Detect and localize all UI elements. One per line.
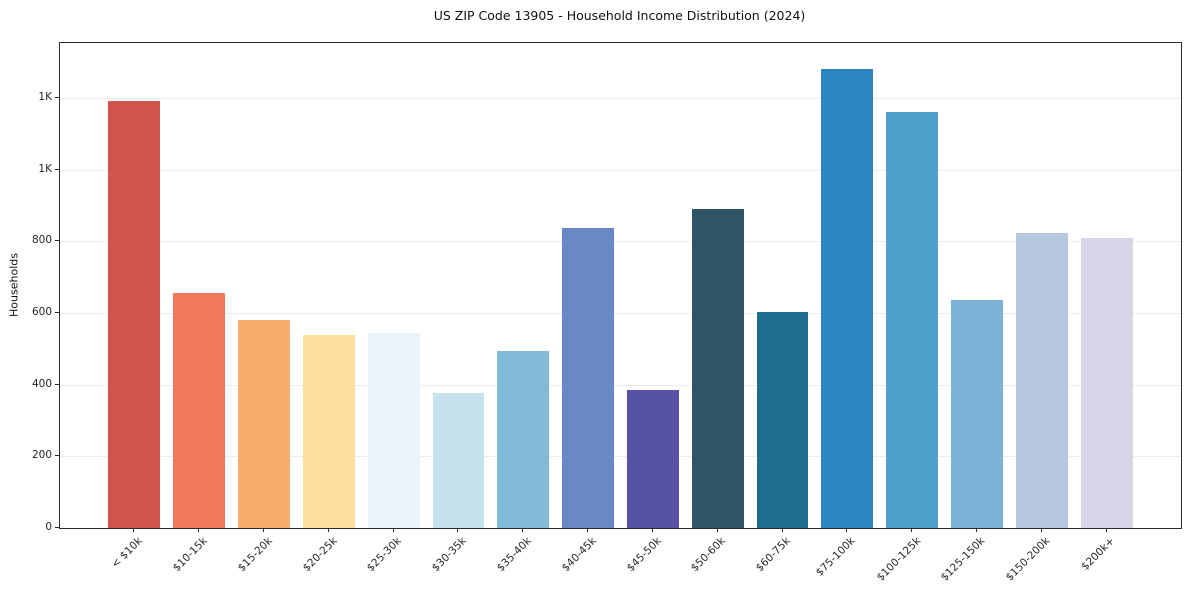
x-tick-label: $35-40k (494, 535, 534, 575)
bar-$100-125k (886, 112, 939, 528)
gridline (60, 97, 1181, 99)
bar-$75-100k (821, 69, 874, 528)
y-tick-label: 800 (31, 234, 52, 247)
y-tick-label: 400 (31, 377, 52, 390)
gridline (60, 312, 1181, 314)
bar-$40-45k (562, 227, 614, 528)
chart-title: US ZIP Code 13905 - Household Income Dis… (433, 8, 806, 23)
x-tick-mark (392, 528, 394, 532)
bar-$50-60k (691, 208, 744, 528)
y-tick-mark (55, 383, 59, 385)
y-tick-label: 1K (38, 90, 52, 103)
bar-$30-35k (432, 392, 485, 528)
gridline (60, 241, 1181, 243)
y-tick-label: 600 (31, 305, 52, 318)
x-tick-mark (198, 528, 200, 532)
x-tick-mark (587, 528, 589, 532)
x-tick-label: $45-50k (624, 535, 664, 575)
y-tick-mark (55, 455, 59, 457)
x-tick-label: $50-60k (689, 535, 729, 575)
x-tick-label: < $10k (109, 535, 145, 571)
bar-$20-25k (302, 335, 355, 528)
bar-$150-200k (1015, 233, 1068, 528)
x-tick-label: $10-15k (170, 535, 210, 575)
y-tick-mark (55, 311, 59, 313)
x-tick-label: $75-100k (814, 535, 858, 579)
y-tick-mark (55, 240, 59, 242)
y-tick-label: 0 (45, 521, 52, 533)
x-tick-mark (781, 528, 783, 532)
x-tick-mark (911, 528, 913, 532)
y-tick-mark (55, 168, 59, 170)
y-tick-label: 1K (38, 162, 52, 175)
bar-$25-30k (367, 332, 420, 528)
x-tick-mark (1105, 528, 1107, 532)
x-tick-label: $100-125k (874, 535, 923, 584)
bar-$125-150k (951, 300, 1003, 528)
y-tick-mark (55, 96, 59, 98)
bar-$45-50k (626, 390, 679, 528)
x-tick-label: $125-150k (938, 535, 988, 584)
x-tick-mark (651, 528, 653, 532)
bar-$10-15k (173, 293, 226, 528)
x-tick-label: $40-45k (559, 535, 599, 575)
y-tick-label: 200 (31, 449, 52, 462)
x-tick-mark (327, 528, 329, 532)
bar-$200k+ (1080, 238, 1133, 528)
x-tick-mark (522, 528, 524, 532)
x-tick-label: $25-30k (365, 535, 405, 575)
bar-$15-20k (238, 320, 290, 528)
x-tick-mark (133, 528, 135, 532)
x-tick-mark (457, 528, 459, 532)
y-tick-mark (55, 527, 59, 528)
x-tick-label: $60-75k (753, 535, 794, 575)
bar-< $10k (108, 101, 161, 528)
bar-$35-40k (497, 350, 550, 528)
x-tick-label: $20-25k (300, 535, 340, 575)
bar-$60-75k (756, 311, 809, 528)
plot-area (59, 42, 1182, 529)
x-tick-label: $200k+ (1079, 535, 1118, 573)
gridline (60, 456, 1181, 458)
x-tick-mark (1040, 528, 1042, 532)
gridline (60, 384, 1181, 386)
x-tick-mark (716, 528, 718, 532)
gridline (60, 169, 1181, 171)
x-tick-mark (846, 528, 848, 532)
x-tick-mark (263, 528, 265, 532)
x-tick-label: $30-35k (429, 535, 469, 575)
x-tick-mark (975, 528, 977, 532)
x-tick-label: $150-200k (1003, 535, 1053, 584)
x-tick-label: $15-20k (235, 535, 275, 575)
